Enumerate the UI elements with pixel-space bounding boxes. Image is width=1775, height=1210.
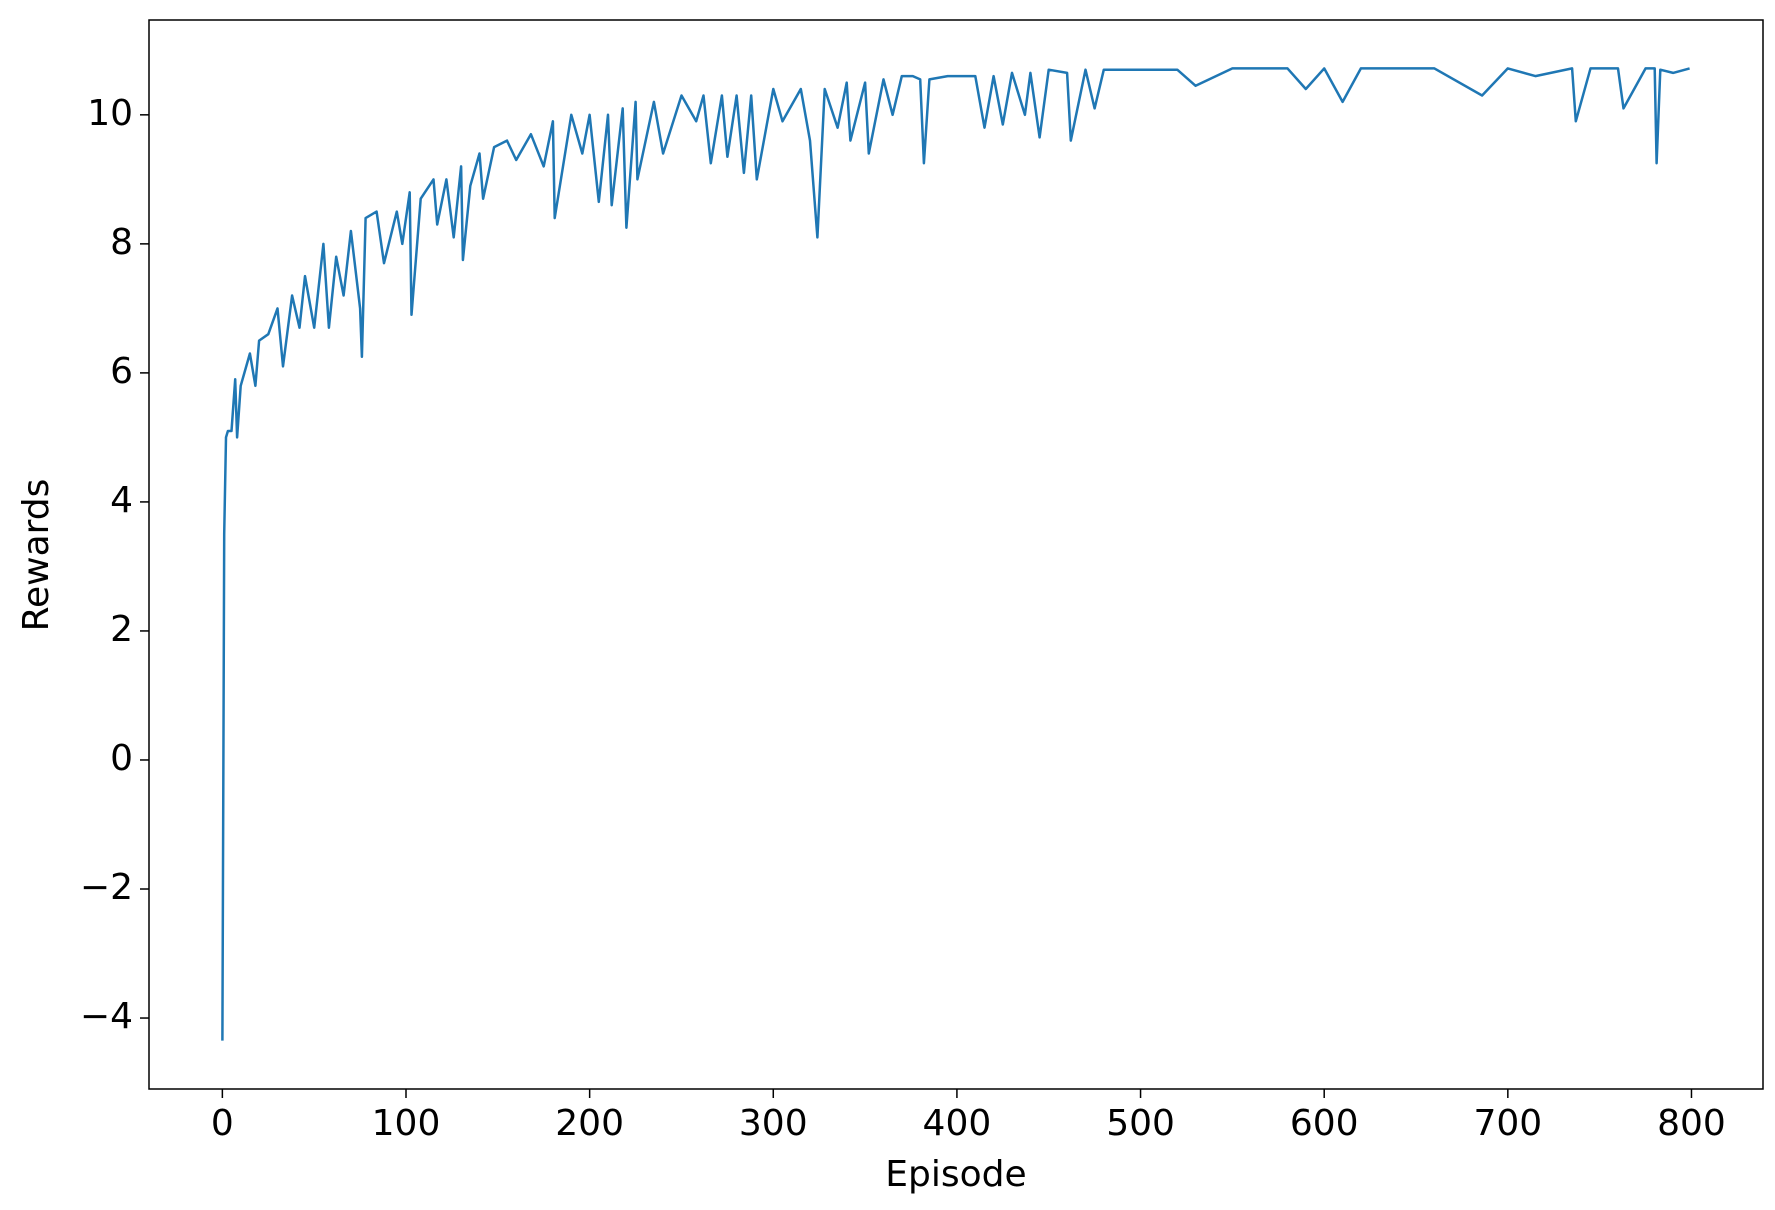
x-axis-label: Episode	[885, 1154, 1026, 1195]
x-tick-label: 300	[739, 1103, 808, 1144]
x-tick-label: 100	[372, 1103, 441, 1144]
x-tick-label: 600	[1290, 1103, 1359, 1144]
series-line	[221, 67, 1690, 1041]
x-tick-label: 500	[1106, 1103, 1175, 1144]
y-axis-label: Rewards	[16, 479, 57, 632]
y-tick-label: 10	[87, 93, 133, 134]
x-tick-label: 0	[211, 1103, 234, 1144]
y-tick-label: 8	[110, 222, 133, 263]
y-tick-label: −2	[80, 867, 133, 908]
x-tick-label: 200	[555, 1103, 624, 1144]
y-tick-label: 0	[110, 738, 133, 779]
x-tick-label: 700	[1473, 1103, 1542, 1144]
y-tick-label: 2	[110, 609, 133, 650]
x-tick-label: 800	[1657, 1103, 1726, 1144]
y-tick-label: 4	[110, 480, 133, 521]
y-tick-label: −4	[80, 996, 133, 1037]
plot-frame	[148, 19, 1764, 1090]
x-tick-label: 400	[923, 1103, 992, 1144]
y-tick-label: 6	[110, 351, 133, 392]
